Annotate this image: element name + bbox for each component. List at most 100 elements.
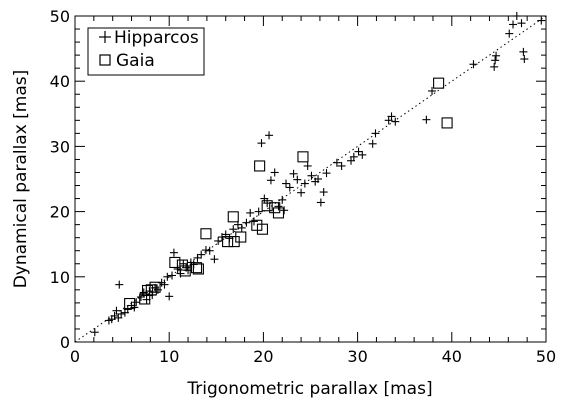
hipparcos-point	[110, 311, 119, 320]
hipparcos-point	[332, 158, 341, 167]
gaia-point	[141, 284, 154, 297]
y-tick-label: 50	[50, 7, 70, 26]
gaia-point	[272, 207, 285, 219]
gaia-point	[176, 259, 188, 271]
hipparcos-point	[491, 56, 500, 65]
legend-gaia-label: Gaia	[116, 51, 155, 71]
hipparcos-point	[229, 225, 238, 234]
hipparcos-point	[214, 236, 223, 245]
y-tick-label: 20	[50, 203, 70, 222]
hipparcos-point	[316, 198, 325, 207]
gaia-point	[139, 293, 151, 305]
hipparcos-point	[422, 115, 431, 124]
hipparcos-point	[314, 175, 323, 183]
gaia-point	[254, 160, 266, 172]
hipparcos-point	[168, 271, 177, 280]
hipparcos-point	[246, 208, 255, 217]
y-axis-label: Dynamical parallax [mas]	[11, 70, 31, 289]
axis-ticks	[74, 15, 547, 343]
gaia-point	[227, 211, 239, 223]
hipparcos-point	[505, 29, 514, 38]
y-tick-labels: 0 10 20 30 40 50	[50, 7, 70, 352]
gaia-point	[297, 151, 309, 163]
hipparcos-point	[163, 272, 172, 281]
hipparcos-point	[115, 280, 124, 289]
gaia-point	[261, 200, 273, 212]
hipparcos-point	[387, 112, 396, 121]
legend-gaia-marker	[99, 54, 111, 66]
hipparcos-point	[337, 161, 346, 170]
hipparcos-point	[517, 19, 526, 28]
hipparcos-point	[201, 246, 210, 255]
hipparcos-point	[358, 150, 367, 159]
hipparcos-point	[307, 171, 316, 180]
gaia-point	[256, 223, 269, 235]
y-tick-label: 10	[50, 268, 70, 287]
gaia-point	[441, 117, 453, 129]
hipparcos-point	[205, 246, 214, 255]
x-tick-label: 20	[253, 347, 273, 366]
gaia-point	[192, 263, 204, 275]
hipparcos-point	[249, 217, 258, 226]
hipparcos-point	[242, 218, 251, 227]
gaia-point	[251, 219, 263, 231]
hipparcos-point	[274, 202, 283, 211]
hipparcos-point	[371, 129, 380, 138]
hipparcos-point	[537, 16, 546, 25]
hipparcos-point	[293, 175, 302, 184]
gaia-point	[149, 281, 161, 293]
x-axis-label: Trigonometric parallax [mas]	[186, 379, 432, 399]
gaia-point	[235, 231, 247, 243]
gaia-point	[222, 236, 234, 248]
gaia-point	[200, 228, 212, 240]
hipparcos-point	[160, 280, 169, 289]
gaia-point	[179, 265, 191, 277]
hipparcos-point	[285, 183, 294, 192]
hipparcos-point	[512, 12, 521, 20]
hipparcos-point	[297, 188, 306, 197]
data-points	[90, 12, 546, 337]
hipparcos-point	[90, 328, 99, 337]
hipparcos-point	[193, 253, 202, 262]
hipparcos-point	[519, 47, 528, 56]
legend: Hipparcos Gaia	[87, 27, 205, 76]
hipparcos-point	[490, 62, 499, 71]
hipparcos-point	[132, 298, 141, 307]
hipparcos-point	[117, 309, 126, 318]
x-tick-labels: 0 10 20 30 40 50	[70, 347, 556, 366]
legend-hipparcos-marker	[99, 31, 111, 43]
y-tick-label: 0	[60, 333, 70, 352]
hipparcos-point	[492, 51, 501, 60]
hipparcos-point	[282, 179, 291, 188]
hipparcos-point	[270, 168, 279, 177]
x-tick-label: 40	[442, 347, 462, 366]
hipparcos-point	[391, 117, 400, 126]
hipparcos-point	[509, 20, 518, 29]
hipparcos-point	[254, 207, 263, 216]
hipparcos-point	[469, 60, 478, 69]
hipparcos-point	[112, 306, 121, 315]
hipparcos-point	[266, 176, 275, 185]
hipparcos-point	[319, 188, 328, 197]
hipparcos-point	[349, 152, 358, 161]
hipparcos-point	[289, 169, 298, 178]
hipparcos-point	[354, 147, 363, 156]
hipparcos-point	[165, 292, 174, 301]
x-tick-label: 30	[347, 347, 367, 366]
hipparcos-point	[278, 195, 287, 204]
hipparcos-point	[210, 255, 219, 264]
hipparcos-point	[520, 55, 529, 64]
hipparcos-point	[265, 131, 274, 140]
x-tick-label: 50	[536, 347, 556, 366]
legend-box	[87, 27, 205, 76]
hipparcos-point	[428, 86, 437, 95]
hipparcos-point	[257, 139, 266, 148]
plot-frame	[74, 15, 547, 343]
gaia-point	[190, 262, 203, 274]
x-tick-label: 0	[70, 347, 80, 366]
hipparcos-point	[280, 206, 289, 215]
y-tick-label: 40	[50, 72, 70, 91]
gaia-point	[145, 284, 157, 296]
hipparcos-point	[197, 250, 206, 259]
